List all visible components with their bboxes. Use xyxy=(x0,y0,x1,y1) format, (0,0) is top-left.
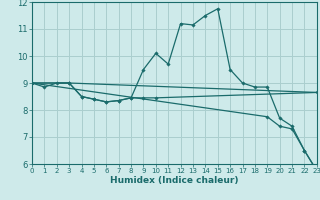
X-axis label: Humidex (Indice chaleur): Humidex (Indice chaleur) xyxy=(110,176,239,185)
